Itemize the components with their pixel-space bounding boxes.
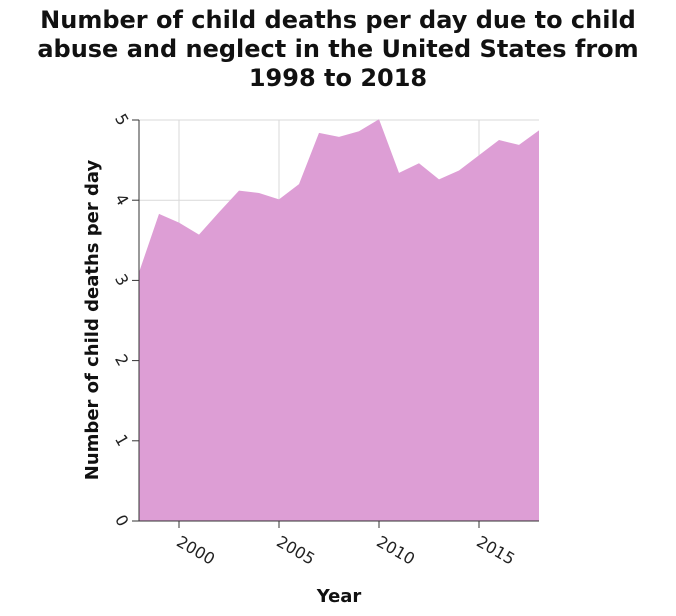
x-tick-label: 2005 <box>273 532 318 569</box>
y-axis-label: Number of child deaths per day <box>82 160 103 481</box>
x-tick-label: 2010 <box>373 532 418 569</box>
x-tick-label: 2015 <box>473 532 518 569</box>
x-axis-label: Year <box>316 586 362 607</box>
y-tick-label: 0 <box>111 511 133 529</box>
y-tick-label: 5 <box>111 110 133 128</box>
x-tick-label: 2000 <box>173 532 218 569</box>
y-tick-label: 1 <box>111 431 133 449</box>
y-tick-label: 3 <box>111 271 133 289</box>
axes <box>132 119 539 528</box>
data-area <box>139 119 539 521</box>
chart-title: Number of child deaths per day due to ch… <box>37 6 639 92</box>
y-tick-label: 4 <box>111 191 133 209</box>
y-tick-label: 2 <box>111 351 133 369</box>
